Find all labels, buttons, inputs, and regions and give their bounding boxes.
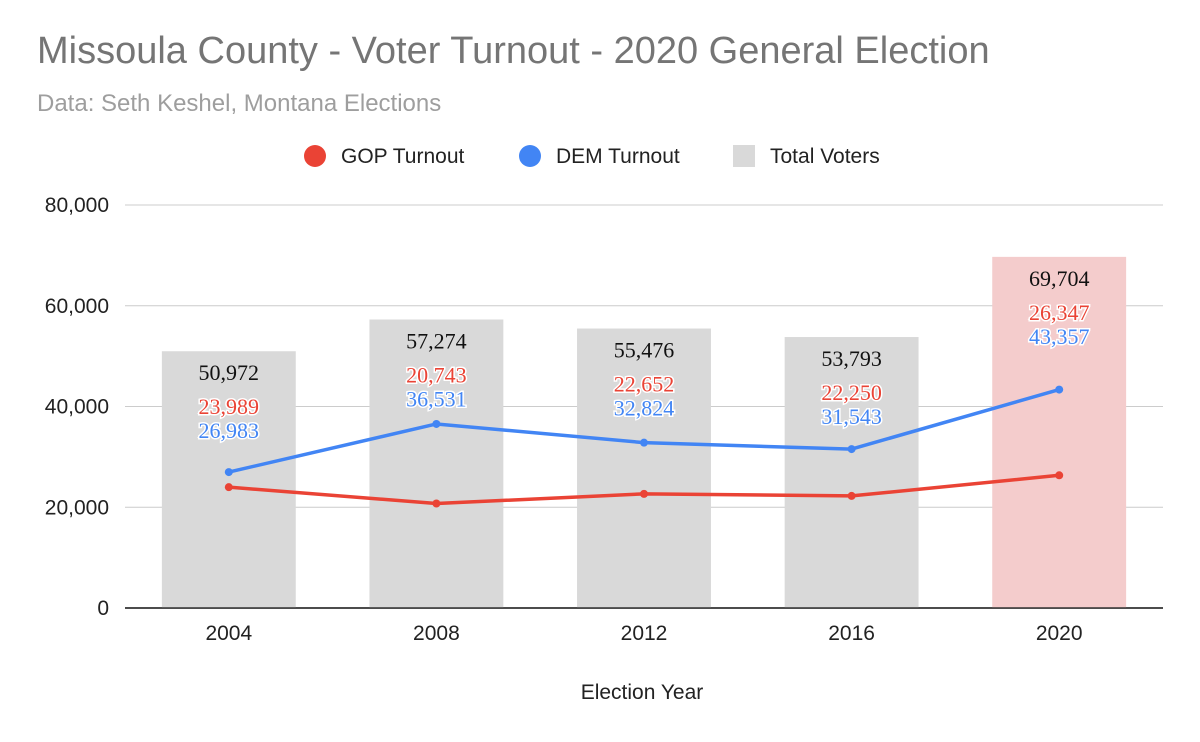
point-dem-turnout — [847, 445, 856, 454]
point-dem-turnout — [640, 438, 648, 447]
legend-marker-total-voters — [733, 145, 755, 167]
point-gop-turnout — [224, 483, 233, 492]
y-tick-label: 0 — [97, 597, 109, 620]
point-dem-turnout — [224, 468, 233, 477]
legend-marker-dem-turnout — [519, 145, 541, 167]
point-dem-turnout — [1055, 385, 1064, 394]
legend-label-dem-turnout: DEM Turnout — [556, 145, 680, 168]
point-gop-turnout — [847, 491, 856, 500]
data-label-gop: 23,989 — [199, 394, 260, 419]
x-tick-label: 2008 — [413, 622, 460, 645]
point-gop-turnout — [432, 499, 441, 508]
data-label-gop: 22,652 — [614, 372, 675, 397]
point-gop-turnout — [1055, 471, 1064, 480]
data-label-total: 53,793 — [821, 346, 882, 371]
data-label-dem: 32,824 — [614, 396, 675, 421]
data-label-gop: 20,743 — [406, 362, 467, 387]
data-label-total: 50,972 — [199, 360, 260, 385]
x-tick-label: 2020 — [1036, 622, 1083, 645]
chart-title: Missoula County - Voter Turnout - 2020 G… — [37, 30, 990, 72]
data-label-dem: 31,543 — [821, 404, 882, 429]
data-label-dem: 26,983 — [199, 418, 260, 443]
bar-total-voters — [369, 319, 504, 608]
data-label-gop: 26,347 — [1029, 300, 1090, 325]
y-tick-label: 80,000 — [45, 194, 109, 217]
bar-total-voters — [577, 328, 711, 608]
x-tick-label: 2012 — [621, 622, 668, 645]
point-gop-turnout — [640, 489, 648, 498]
data-label-total: 55,476 — [614, 338, 675, 363]
bar-total-voters — [992, 256, 1127, 608]
legend-marker-gop-turnout — [304, 145, 326, 167]
data-label-total: 57,274 — [406, 328, 467, 353]
bar-total-voters — [784, 337, 919, 608]
data-label-dem: 43,357 — [1029, 324, 1090, 349]
bar-total-voters — [161, 351, 296, 608]
data-label-dem: 36,531 — [406, 386, 467, 411]
data-label-gop: 22,250 — [821, 380, 882, 405]
y-tick-label: 20,000 — [45, 496, 109, 519]
y-tick-label: 40,000 — [45, 396, 109, 419]
x-tick-label: 2016 — [828, 622, 875, 645]
y-tick-label: 60,000 — [45, 295, 109, 318]
data-label-total: 69,704 — [1029, 266, 1090, 291]
x-axis-label: Election Year — [581, 681, 704, 704]
chart-subtitle: Data: Seth Keshel, Montana Elections — [37, 90, 442, 117]
x-tick-label: 2004 — [205, 622, 252, 645]
point-dem-turnout — [432, 419, 441, 428]
legend-label-total-voters: Total Voters — [770, 145, 880, 168]
legend-label-gop-turnout: GOP Turnout — [341, 145, 465, 168]
